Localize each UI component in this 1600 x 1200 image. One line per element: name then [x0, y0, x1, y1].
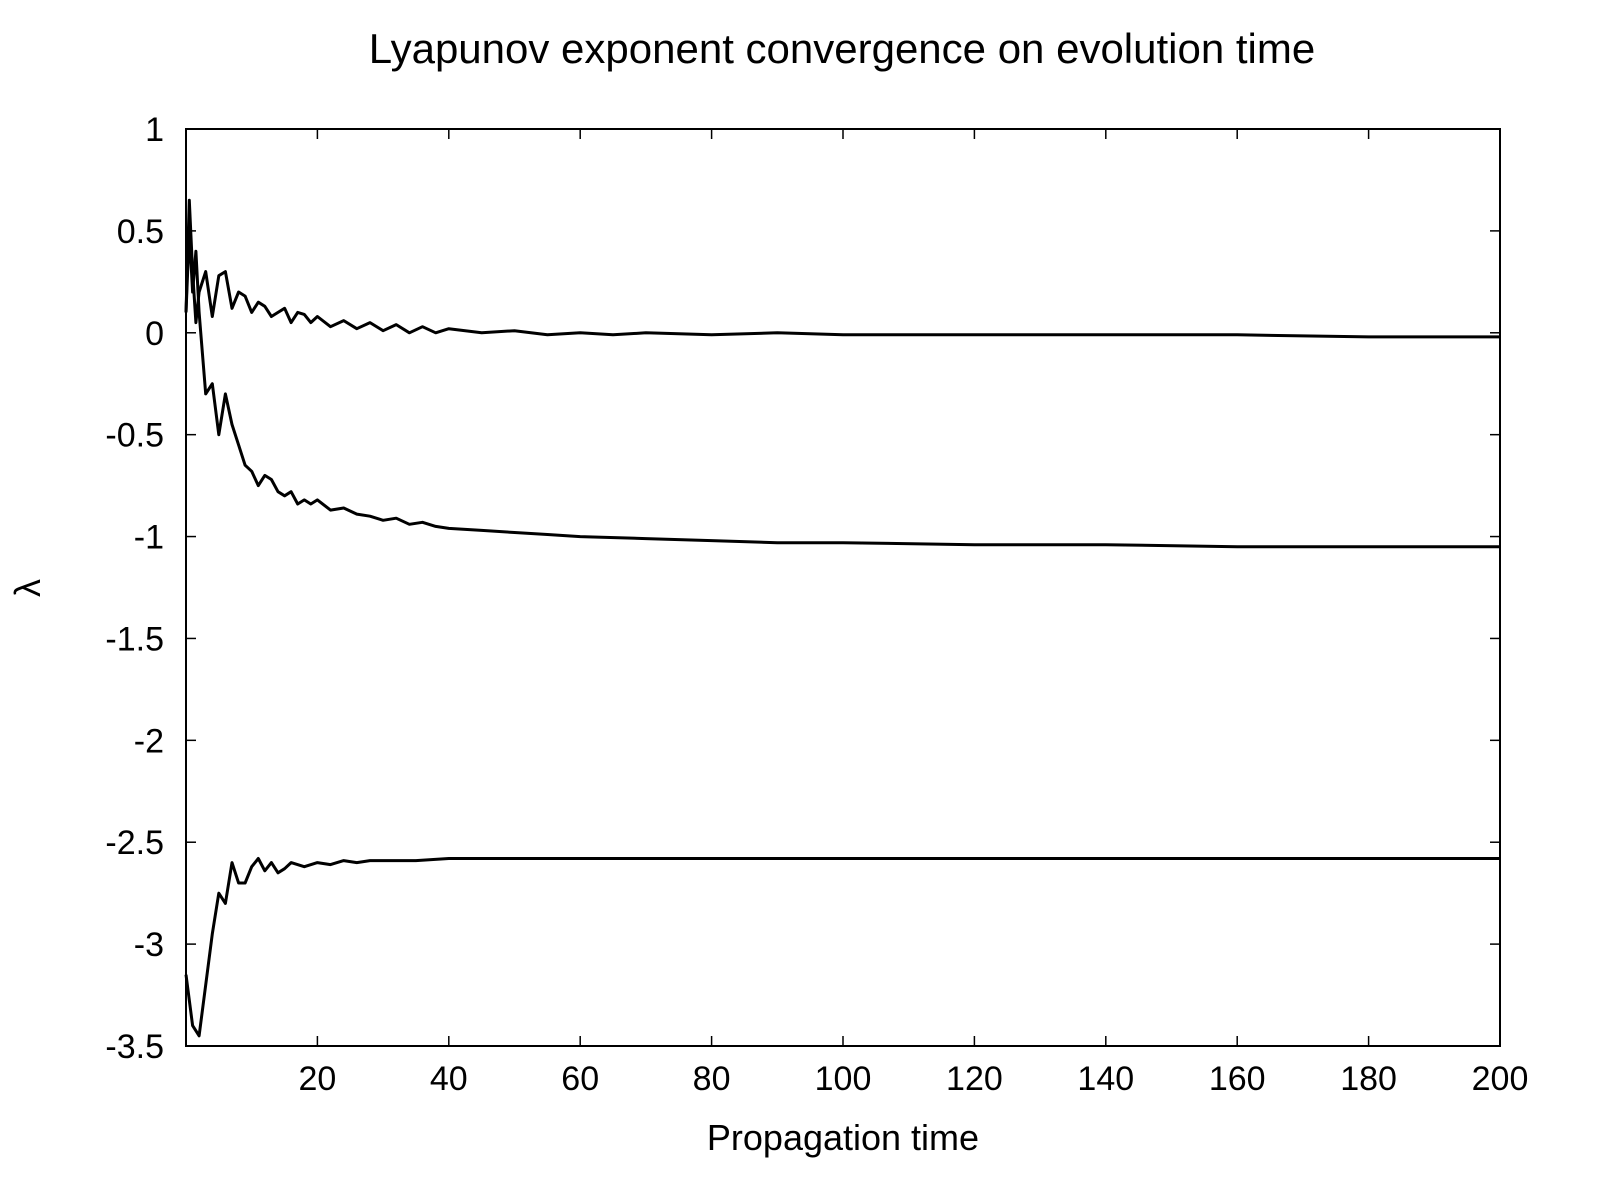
y-axis-ticks: 1 0.5 0 -0.5 -1 -1.5 -2 -2.5 -3 -3.5 — [105, 111, 1500, 1066]
y-axis-label: λ — [7, 579, 48, 597]
y-tick-label: -0.5 — [105, 417, 164, 455]
x-tick-label: 120 — [946, 1060, 1003, 1098]
y-tick-label: -3 — [134, 926, 164, 964]
chart-title: Lyapunov exponent convergence on evoluti… — [369, 25, 1315, 72]
y-tick-label: -2 — [134, 722, 164, 760]
x-axis-label: Propagation time — [707, 1117, 979, 1158]
y-tick-label: -3.5 — [105, 1028, 164, 1066]
x-tick-label: 200 — [1472, 1060, 1529, 1098]
x-axis-ticks: 20 40 60 80 100 120 140 160 180 200 — [298, 129, 1528, 1098]
plot-frame — [185, 128, 1501, 1047]
x-tick-label: 160 — [1209, 1060, 1266, 1098]
y-tick-label: 0.5 — [117, 213, 164, 251]
y-tick-label: -1.5 — [105, 620, 164, 658]
x-tick-label: 80 — [693, 1060, 731, 1098]
series-line-1 — [184, 198, 1500, 339]
y-tick-label: -1 — [134, 519, 164, 557]
series-line-3 — [184, 857, 1500, 1038]
x-tick-label: 180 — [1340, 1060, 1397, 1098]
y-tick-label: 0 — [145, 315, 164, 353]
y-tick-label: -2.5 — [105, 824, 164, 862]
x-tick-label: 20 — [298, 1060, 336, 1098]
x-tick-label: 100 — [815, 1060, 872, 1098]
x-tick-label: 60 — [561, 1060, 599, 1098]
y-tick-label: 1 — [145, 111, 164, 149]
x-tick-label: 140 — [1077, 1060, 1134, 1098]
series-layer — [184, 198, 1500, 1038]
series-line-2 — [184, 229, 1500, 549]
x-tick-label: 40 — [430, 1060, 468, 1098]
